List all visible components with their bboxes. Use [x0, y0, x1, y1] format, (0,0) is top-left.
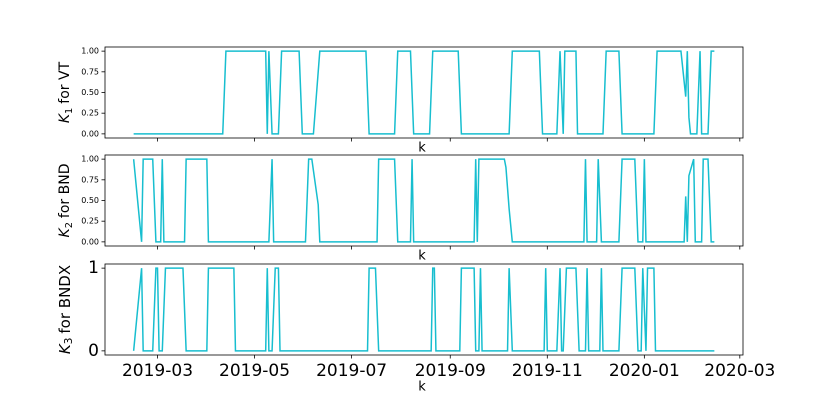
y-tick-label: 0.50	[81, 196, 99, 205]
subplot: 0 1 2019-03 2019-05 2019-07 2019-09 2019-11 202…	[56, 258, 776, 394]
line	[132, 267, 715, 352]
axes-frame	[104, 46, 744, 139]
x-tick-label: 2019-11	[512, 361, 583, 381]
y-axis-label: K1 for VT	[57, 61, 75, 123]
y-tick-label: 0.25	[81, 217, 99, 226]
line	[132, 158, 715, 243]
x-tick-label: 2020-01	[609, 361, 680, 381]
y-tick-label: 1	[88, 258, 99, 278]
line	[133, 50, 715, 135]
y-axis-label: K3 for BNDX	[56, 265, 76, 354]
y-tick-label: 0.00	[81, 129, 99, 138]
x-tick-label: 2019-09	[415, 361, 486, 381]
y-label-symbol: K	[57, 112, 73, 123]
y-tick-label: 0.25	[81, 109, 99, 118]
y-label-symbol: K	[57, 226, 73, 237]
y-tick-label: 1.00	[81, 47, 99, 56]
y-label-text: for VT	[57, 61, 73, 103]
y-label-subscript: 2	[64, 222, 75, 228]
x-axis-label: k	[418, 249, 426, 264]
x-tick-label: 2020-03	[704, 361, 775, 381]
x-axis-label: k	[418, 141, 426, 156]
subplot: 0.00 0.25 0.50 0.75 1.00 k K1 for VT	[57, 46, 744, 156]
subplot: 0.00 0.25 0.50 0.75 1.00 k K2 for BND	[57, 154, 744, 264]
y-tick-label: 0	[88, 341, 99, 361]
y-axis-label: K2 for BND	[57, 164, 75, 238]
y-label-subscript: 1	[64, 108, 75, 114]
x-axis-label: k	[418, 380, 426, 395]
x-tick-label: 2019-07	[316, 361, 387, 381]
y-tick-label: 0.75	[81, 175, 99, 184]
x-tick-label: 2019-05	[219, 361, 290, 381]
y-tick-label: 0.50	[81, 88, 99, 97]
axes-frame	[104, 263, 744, 356]
y-tick-label: 1.00	[81, 155, 99, 164]
y-label-text: for BNDX	[56, 265, 74, 334]
y-label-text: for BND	[57, 164, 73, 219]
y-label-subscript: 3	[63, 338, 75, 345]
x-tick-label: 2019-03	[122, 361, 193, 381]
y-label-symbol: K	[56, 343, 74, 354]
y-tick-label: 0.75	[81, 67, 99, 76]
axes-frame	[104, 154, 744, 247]
y-tick-label: 0.00	[81, 237, 99, 246]
